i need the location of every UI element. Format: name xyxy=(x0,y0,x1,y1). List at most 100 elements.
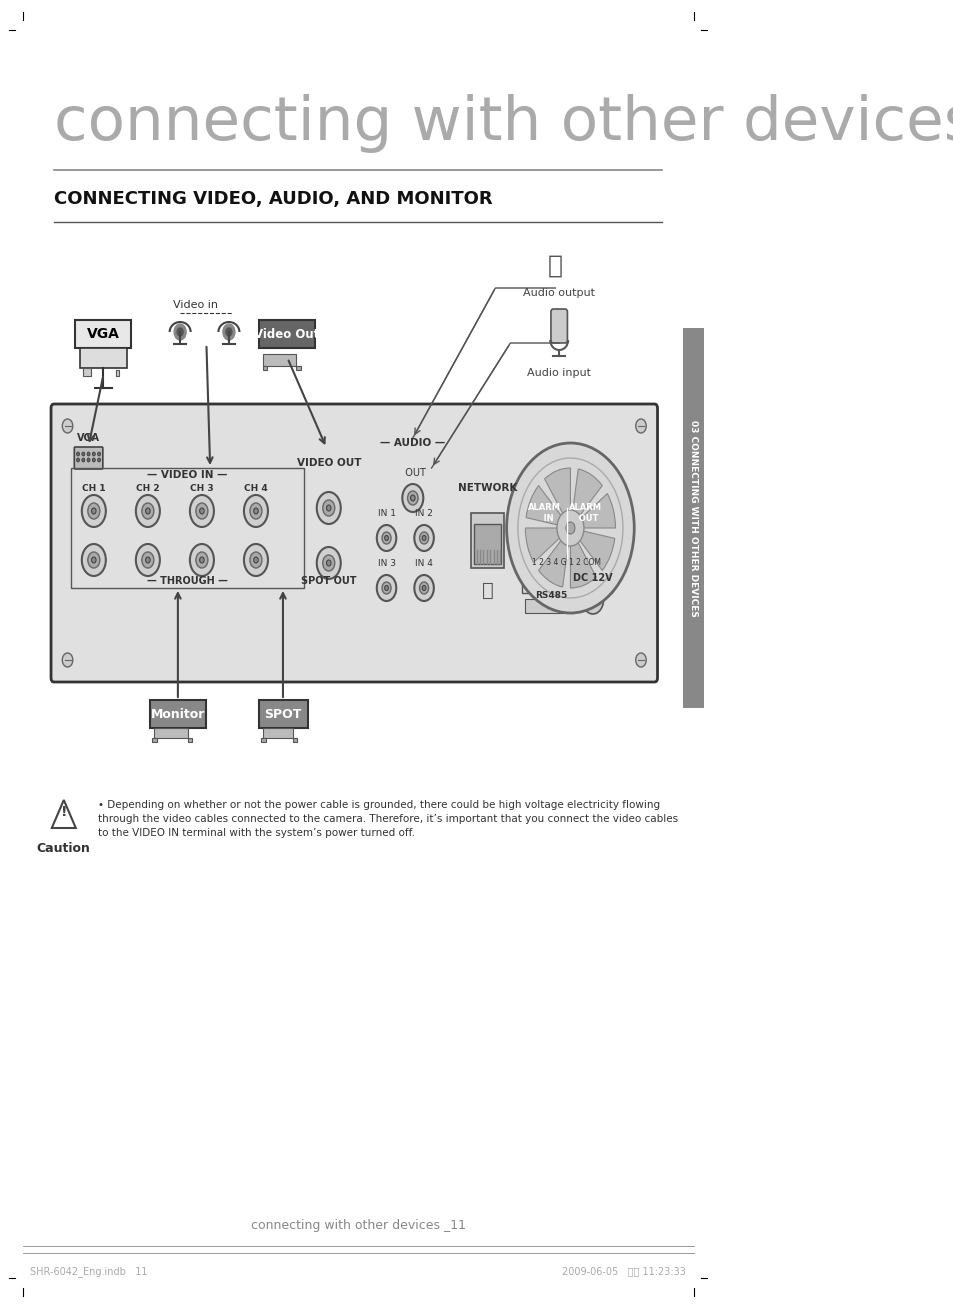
Circle shape xyxy=(384,535,388,540)
Circle shape xyxy=(414,576,434,600)
Circle shape xyxy=(146,508,150,514)
Circle shape xyxy=(543,583,547,589)
Bar xyxy=(71,468,304,589)
FancyBboxPatch shape xyxy=(550,309,567,343)
Bar xyxy=(534,579,539,590)
Bar xyxy=(83,368,91,375)
Circle shape xyxy=(190,494,213,527)
Circle shape xyxy=(557,510,583,545)
Circle shape xyxy=(82,453,85,456)
Bar xyxy=(152,738,156,742)
Circle shape xyxy=(635,419,645,433)
Circle shape xyxy=(582,586,603,613)
Text: 🔊: 🔊 xyxy=(547,254,562,279)
Circle shape xyxy=(253,557,258,562)
Circle shape xyxy=(635,653,645,667)
Bar xyxy=(79,348,127,368)
Text: DC 12V: DC 12V xyxy=(573,573,612,583)
Circle shape xyxy=(195,504,208,519)
Bar xyxy=(153,729,188,738)
Circle shape xyxy=(82,458,85,462)
Circle shape xyxy=(62,653,72,667)
Circle shape xyxy=(88,504,100,519)
FancyBboxPatch shape xyxy=(258,700,308,729)
Text: !: ! xyxy=(60,804,67,819)
Bar xyxy=(262,354,296,366)
Bar xyxy=(188,738,192,742)
Circle shape xyxy=(87,453,90,456)
Text: connecting with other devices: connecting with other devices xyxy=(54,94,953,153)
Text: SPOT OUT: SPOT OUT xyxy=(301,576,356,586)
Text: CH 2: CH 2 xyxy=(136,484,159,493)
Bar xyxy=(592,579,598,590)
Circle shape xyxy=(506,443,634,613)
Text: ALARM
   IN: ALARM IN xyxy=(527,504,560,523)
Circle shape xyxy=(588,594,597,606)
Text: VIDEO OUT: VIDEO OUT xyxy=(296,458,360,468)
Circle shape xyxy=(316,547,340,579)
Bar xyxy=(583,579,589,590)
Wedge shape xyxy=(525,528,570,562)
FancyBboxPatch shape xyxy=(258,320,314,348)
Circle shape xyxy=(142,552,153,568)
Circle shape xyxy=(174,324,186,340)
Circle shape xyxy=(402,484,423,511)
Circle shape xyxy=(376,525,395,551)
Text: Audio input: Audio input xyxy=(527,368,591,378)
Text: SHR-6042_Eng.indb   11: SHR-6042_Eng.indb 11 xyxy=(30,1266,148,1277)
Text: VGA: VGA xyxy=(77,433,100,443)
Text: RS485: RS485 xyxy=(535,591,567,600)
Circle shape xyxy=(381,532,391,544)
Bar xyxy=(558,579,564,590)
Circle shape xyxy=(244,544,268,576)
Bar xyxy=(521,561,611,593)
Text: 1 2 3 4 G 1 2 COM: 1 2 3 4 G 1 2 COM xyxy=(532,559,600,566)
Text: 03 CONNECTING WITH OTHER DEVICES: 03 CONNECTING WITH OTHER DEVICES xyxy=(688,420,698,616)
Circle shape xyxy=(568,583,572,589)
Circle shape xyxy=(316,492,340,525)
Circle shape xyxy=(142,504,153,519)
Circle shape xyxy=(244,494,268,527)
Circle shape xyxy=(535,583,538,589)
Circle shape xyxy=(250,552,262,568)
Text: CH 1: CH 1 xyxy=(82,484,106,493)
Circle shape xyxy=(376,576,395,600)
Text: Caution: Caution xyxy=(37,842,91,855)
Text: VGA: VGA xyxy=(87,327,119,341)
Circle shape xyxy=(410,494,415,501)
Text: Audio output: Audio output xyxy=(522,288,595,298)
Circle shape xyxy=(250,504,262,519)
Circle shape xyxy=(62,419,72,433)
Text: NETWORK: NETWORK xyxy=(457,483,517,493)
Text: IN 4: IN 4 xyxy=(415,559,433,568)
Circle shape xyxy=(322,500,335,515)
Text: • Depending on whether or not the power cable is grounded, there could be high v: • Depending on whether or not the power … xyxy=(97,800,677,838)
Text: connecting with other devices _11: connecting with other devices _11 xyxy=(251,1219,465,1232)
Circle shape xyxy=(422,535,425,540)
Circle shape xyxy=(419,582,428,594)
Circle shape xyxy=(419,532,428,544)
Wedge shape xyxy=(570,528,614,570)
Wedge shape xyxy=(538,528,570,587)
Bar xyxy=(599,579,606,590)
Circle shape xyxy=(381,582,391,594)
Circle shape xyxy=(146,557,150,562)
Circle shape xyxy=(87,458,90,462)
Circle shape xyxy=(407,490,417,505)
Text: SPOT: SPOT xyxy=(264,708,301,721)
Circle shape xyxy=(92,453,95,456)
Circle shape xyxy=(326,560,331,566)
Text: — AUDIO —: — AUDIO — xyxy=(380,438,445,449)
Bar xyxy=(567,579,573,590)
FancyBboxPatch shape xyxy=(51,404,657,681)
Circle shape xyxy=(82,494,106,527)
Circle shape xyxy=(384,586,388,590)
Wedge shape xyxy=(544,468,570,528)
Circle shape xyxy=(326,505,331,511)
Bar xyxy=(525,599,574,613)
Circle shape xyxy=(559,583,563,589)
Bar xyxy=(296,366,300,370)
Circle shape xyxy=(190,544,213,576)
Bar xyxy=(262,366,267,370)
Circle shape xyxy=(223,324,234,340)
